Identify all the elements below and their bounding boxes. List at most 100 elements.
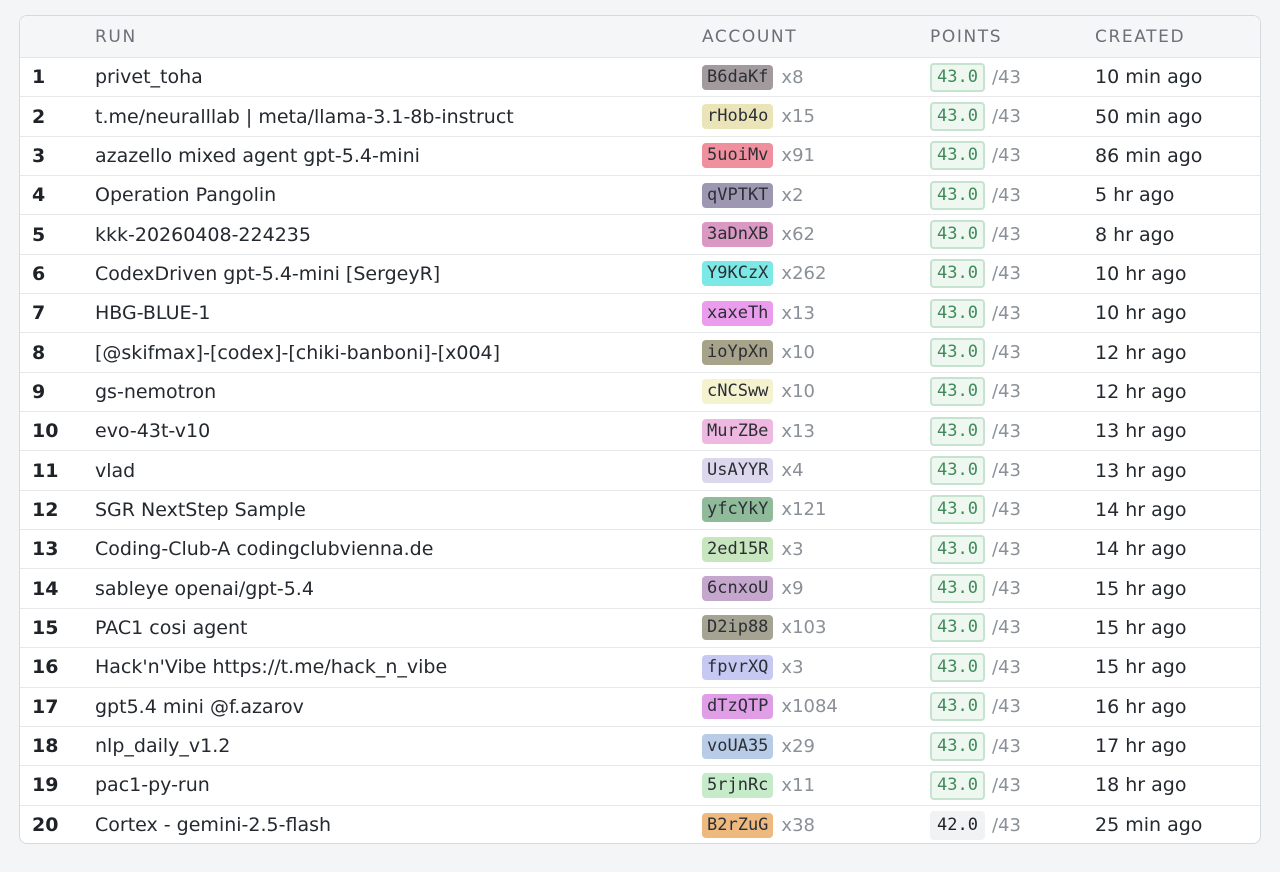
table-row[interactable]: 7 HBG-BLUE-1 xaxeTh x13 43.0/43 10 hr ago xyxy=(20,294,1260,334)
account-cell: UsAYYR x4 xyxy=(702,451,804,489)
table-row[interactable]: 13 Coding-Club-A codingclubvienna.de 2ed15… xyxy=(20,530,1260,570)
account-run-count: x10 xyxy=(781,342,815,364)
run-name[interactable]: pac1-py-run xyxy=(95,774,210,797)
table-row[interactable]: 3 azazello mixed agent gpt-5.4-mini 5uoiMv… xyxy=(20,137,1260,177)
created-time: 8 hr ago xyxy=(1095,223,1175,246)
account-badge[interactable]: dTzQTP xyxy=(702,694,774,720)
table-row[interactable]: 19 pac1-py-run 5rjnRc x11 43.0/43 18 hr ago xyxy=(20,766,1260,806)
points-badge: 43.0 xyxy=(930,141,985,171)
points-badge: 43.0 xyxy=(930,652,985,682)
run-name[interactable]: kkk-20260408-224235 xyxy=(95,223,311,246)
rank-number: 17 xyxy=(32,695,59,718)
account-badge[interactable]: 6cnxoU xyxy=(702,576,774,602)
account-badge[interactable]: voUA35 xyxy=(702,733,774,759)
run-name[interactable]: privet_toha xyxy=(95,66,203,89)
run-name[interactable]: Hack'n'Vibe https://t.me/hack_n_vibe xyxy=(95,656,448,679)
account-badge[interactable]: Y9KCzX xyxy=(702,261,774,287)
table-row[interactable]: 10 evo-43t-v10 MurZBe x13 43.0/43 13 hr ago xyxy=(20,412,1260,452)
header-run[interactable]: RUN xyxy=(95,27,137,47)
rank-number: 20 xyxy=(32,814,59,837)
account-badge[interactable]: 2ed15R xyxy=(702,536,774,562)
points-max: /43 xyxy=(991,184,1021,206)
account-badge[interactable]: cNCSww xyxy=(702,379,774,405)
table-row[interactable]: 4 Operation Pangolin qVPTKT x2 43.0/43 5 hr a… xyxy=(20,176,1260,216)
run-name[interactable]: [@skifmax]-[codex]-[chiki-banboni]-[x004… xyxy=(95,341,501,364)
table-row[interactable]: 14 sableye openai/gpt-5.4 6cnxoU x9 43.0/43 1… xyxy=(20,569,1260,609)
rank-number: 15 xyxy=(32,616,59,639)
run-name[interactable]: t.me/neuralllab | meta/llama-3.1-8b-inst… xyxy=(95,105,514,128)
rank-number: 16 xyxy=(32,656,59,679)
table-row[interactable]: 11 vlad UsAYYR x4 43.0/43 13 hr ago xyxy=(20,451,1260,491)
account-run-count: x103 xyxy=(781,617,827,639)
points-cell: 43.0/43 xyxy=(930,333,1021,371)
points-max: /43 xyxy=(991,263,1021,285)
account-badge[interactable]: qVPTKT xyxy=(702,182,774,208)
header-points[interactable]: POINTS xyxy=(930,27,1003,47)
rank-number: 18 xyxy=(32,735,59,758)
run-name[interactable]: Cortex - gemini-2.5-flash xyxy=(95,814,332,837)
rank-number: 2 xyxy=(32,105,46,128)
run-name[interactable]: azazello mixed agent gpt-5.4-mini xyxy=(95,144,420,167)
table-row[interactable]: 15 PAC1 cosi agent D2ip88 x103 43.0/43 15 hr … xyxy=(20,609,1260,649)
points-cell: 43.0/43 xyxy=(930,530,1021,568)
table-row[interactable]: 18 nlp_daily_v1.2 voUA35 x29 43.0/43 17 hr ag… xyxy=(20,727,1260,767)
points-max: /43 xyxy=(991,774,1021,796)
account-badge[interactable]: ioYpXn xyxy=(702,340,774,366)
account-badge[interactable]: xaxeTh xyxy=(702,300,774,326)
table-row[interactable]: 16 Hack'n'Vibe https://t.me/hack_n_vibe fp… xyxy=(20,648,1260,688)
points-max: /43 xyxy=(991,302,1021,324)
account-badge[interactable]: fpvrXQ xyxy=(702,654,774,680)
account-badge[interactable]: yfcYkY xyxy=(702,497,774,523)
created-time: 17 hr ago xyxy=(1095,735,1187,758)
account-badge[interactable]: MurZBe xyxy=(702,418,774,444)
created-time: 25 min ago xyxy=(1095,814,1203,837)
account-run-count: x3 xyxy=(781,656,804,678)
table-row[interactable]: 9 gs-nemotron cNCSww x10 43.0/43 12 hr ago xyxy=(20,373,1260,413)
run-name[interactable]: vlad xyxy=(95,459,136,482)
points-max: /43 xyxy=(991,106,1021,128)
run-name[interactable]: sableye openai/gpt-5.4 xyxy=(95,577,314,600)
run-name[interactable]: Coding-Club-A codingclubvienna.de xyxy=(95,538,434,561)
account-badge[interactable]: 5uoiMv xyxy=(702,143,774,169)
run-name[interactable]: Operation Pangolin xyxy=(95,184,277,207)
account-badge[interactable]: 5rjnRc xyxy=(702,772,774,798)
run-name[interactable]: CodexDriven gpt-5.4-mini [SergeyR] xyxy=(95,262,441,285)
run-name[interactable]: PAC1 cosi agent xyxy=(95,616,248,639)
table-row[interactable]: 2 t.me/neuralllab | meta/llama-3.1-8b-ins… xyxy=(20,97,1260,137)
table-row[interactable]: 5 kkk-20260408-224235 3aDnXB x62 43.0/43 8 hr… xyxy=(20,215,1260,255)
run-name[interactable]: evo-43t-v10 xyxy=(95,420,211,443)
rank-number: 1 xyxy=(32,66,46,89)
run-name[interactable]: nlp_daily_v1.2 xyxy=(95,735,231,758)
rank-number: 13 xyxy=(32,538,59,561)
table-row[interactable]: 17 gpt5.4 mini @f.azarov dTzQTP x1084 43.0/4… xyxy=(20,688,1260,727)
table-row[interactable]: 8 [@skifmax]-[codex]-[chiki-banboni]-[x00… xyxy=(20,333,1260,373)
account-cell: 6cnxoU x9 xyxy=(702,569,804,607)
header-created[interactable]: CREATED xyxy=(1095,27,1186,47)
header-account[interactable]: ACCOUNT xyxy=(702,27,798,47)
account-badge[interactable]: UsAYYR xyxy=(702,458,774,484)
account-badge[interactable]: B6daKf xyxy=(702,64,774,90)
account-run-count: x10 xyxy=(781,381,815,403)
table-row[interactable]: 1 privet_toha B6daKf x8 43.0/43 10 min ago xyxy=(20,58,1260,98)
points-max: /43 xyxy=(991,617,1021,639)
account-cell: Y9KCzX x262 xyxy=(702,255,826,293)
account-cell: rHob4o x15 xyxy=(702,97,815,135)
run-name[interactable]: SGR NextStep Sample xyxy=(95,498,306,521)
account-cell: cNCSww x10 xyxy=(702,373,815,411)
created-time: 14 hr ago xyxy=(1095,538,1187,561)
table-row[interactable]: 6 CodexDriven gpt-5.4-mini [SergeyR] Y9KCz… xyxy=(20,255,1260,295)
run-name[interactable]: HBG-BLUE-1 xyxy=(95,302,211,325)
account-badge[interactable]: D2ip88 xyxy=(702,615,774,641)
rank-number: 9 xyxy=(32,380,46,403)
table-row[interactable]: 20 Cortex - gemini-2.5-flash B2rZuG x38 42.0… xyxy=(20,806,1260,843)
account-badge[interactable]: rHob4o xyxy=(702,104,774,130)
points-max: /43 xyxy=(991,499,1021,521)
table-row[interactable]: 12 SGR NextStep Sample yfcYkY x121 43.0/43 14… xyxy=(20,491,1260,531)
run-name[interactable]: gs-nemotron xyxy=(95,380,217,403)
run-name[interactable]: gpt5.4 mini @f.azarov xyxy=(95,695,304,718)
account-cell: B2rZuG x38 xyxy=(702,806,815,843)
account-badge[interactable]: B2rZuG xyxy=(702,812,774,838)
account-badge[interactable]: 3aDnXB xyxy=(702,222,774,248)
points-cell: 43.0/43 xyxy=(930,727,1021,765)
points-badge: 43.0 xyxy=(930,298,985,328)
